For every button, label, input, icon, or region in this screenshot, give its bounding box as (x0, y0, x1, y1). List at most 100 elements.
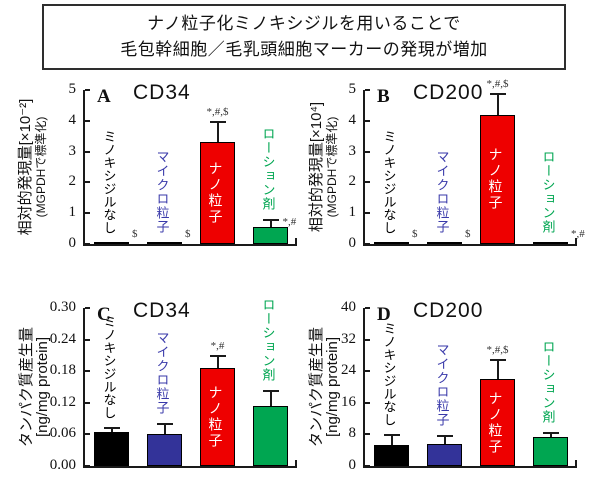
y-axis-tick (85, 401, 90, 404)
y-tick-label: 4 (68, 111, 77, 128)
y-tick-label: 0 (68, 235, 77, 251)
significance-mark-b-3: *,#,$ (486, 78, 509, 91)
bar-label-a-4: ローション剤 (260, 127, 276, 212)
significance-mark-a-1: $ (132, 228, 138, 240)
bar-label-d-4: ローション剤 (540, 340, 556, 425)
y-tick-label: 0.24 (49, 330, 76, 347)
y-tick-label: 40 (341, 299, 356, 315)
y-tick-label: 16 (341, 393, 356, 410)
y-tick-label: 0.06 (49, 425, 76, 442)
x-axis-end-tick (575, 238, 577, 244)
panel-a: 相対的発現量[×10⁻²] (MGPDHで標準化) 5 4 3 2 1 0 A CD34 ミノキシジ… (0, 70, 300, 280)
y-axis-tick (365, 89, 370, 91)
y-axis-tick (85, 150, 90, 153)
error-bar (269, 390, 272, 406)
x-axis-line (83, 244, 297, 246)
y-axis-tick (365, 119, 370, 122)
panel-letter-c: C (97, 304, 111, 325)
error-bar (496, 93, 499, 115)
error-bar-cap (436, 435, 453, 438)
bar-a-3 (200, 142, 235, 244)
y-axis-tick (85, 89, 90, 91)
significance-mark-a-3: *,#,$ (206, 105, 229, 118)
error-bar (549, 432, 552, 438)
bar-c-3 (200, 368, 235, 466)
bar-c-1 (94, 431, 129, 466)
bar-b-2 (427, 241, 462, 244)
significance-mark-b-2: $ (465, 228, 471, 240)
x-axis-line (83, 466, 297, 468)
bar-label-c-4: ローション剤 (260, 298, 276, 383)
error-bar-cap (542, 432, 559, 435)
y-tick-label: 3 (68, 142, 77, 159)
error-bar-cap (489, 93, 506, 96)
bar-c-2 (147, 433, 182, 466)
panel-title-a: CD34 (133, 81, 191, 104)
bar-a-2 (147, 241, 182, 244)
bar-label-a-1: ミノキシジルなし (101, 129, 117, 234)
y-axis-tick (85, 338, 90, 341)
y-tick-label: 1 (348, 204, 357, 221)
bar-b-1 (374, 241, 409, 244)
error-bar (269, 219, 272, 228)
error-bar-cap (383, 434, 400, 437)
plot-area-a: ミノキシジルなし $ マイクロ粒子 $ ナノ粒子 *,#,$ ローション剤 *,# (83, 89, 297, 246)
y-axis-sublabel-d: [ng/mg protein] (324, 336, 341, 438)
bar-label-b-1: ミノキシジルなし (381, 129, 397, 234)
error-bar-cap (262, 219, 279, 222)
significance-mark-b-4: *,# (571, 228, 585, 240)
y-axis-tick (365, 307, 370, 309)
y-tick-label: 0.12 (49, 393, 76, 410)
error-bar-cap (209, 354, 226, 357)
bar-label-c-3: ナノ粒子 (207, 385, 224, 450)
bar-label-c-1: ミノキシジルなし (101, 314, 117, 419)
y-axis-tick (365, 212, 370, 215)
error-bar-cap (156, 422, 173, 425)
bar-label-b-4: ローション剤 (540, 149, 556, 234)
bar-label-a-3: ナノ粒子 (207, 161, 224, 226)
y-axis-line (83, 90, 85, 246)
y-axis-tick (365, 465, 370, 467)
y-tick-label: 32 (341, 330, 356, 347)
plot-area-b: ミノキシジルなし $ マイクロ粒子 $ ナノ粒子 *,#,$ ローション剤 *,# (363, 78, 585, 246)
y-axis-tick (85, 465, 90, 467)
y-tick-label: 24 (341, 362, 356, 379)
figure-title-line1: ナノ粒子化ミノキシジルを用いることで (147, 14, 461, 33)
bar-label-a-2: マイクロ粒子 (154, 149, 170, 234)
error-bar (443, 435, 446, 444)
y-axis-sublabel-c: [ng/mg protein] (34, 336, 51, 438)
significance-mark-d-3: *,#,$ (486, 344, 509, 357)
significance-mark-b-1: $ (412, 228, 418, 240)
bar-d-4 (533, 437, 568, 466)
bar-label-c-2: マイクロ粒子 (154, 330, 170, 415)
x-axis-end-tick (575, 460, 577, 466)
bar-d-1 (374, 444, 409, 466)
error-bar-cap (209, 120, 226, 123)
plot-area-c: ミノキシジルなし マイクロ粒子 ナノ粒子 *,# ローション剤 (83, 298, 297, 468)
bar-a-1 (94, 241, 129, 244)
error-bar-cap (262, 390, 279, 393)
y-axis-tick (85, 370, 90, 373)
bar-label-d-2: マイクロ粒子 (434, 343, 450, 428)
y-axis-tick (85, 212, 90, 215)
significance-mark-a-4: *,# (282, 216, 297, 229)
y-tick-label: 0 (348, 457, 357, 473)
bar-d-2 (427, 443, 462, 466)
bar-label-b-2: マイクロ粒子 (434, 149, 450, 234)
error-bar (163, 422, 166, 434)
panel-letter-d: D (377, 304, 391, 325)
y-axis-line (363, 90, 365, 246)
panel-title-c: CD34 (133, 299, 191, 322)
bar-b-3 (480, 114, 515, 244)
panel-b: 相対的発現量[×10⁴] (MGPDHで標準化) 5 4 3 2 1 0 B CD200 ミノキシジ… (300, 70, 600, 280)
y-axis-tick (85, 243, 90, 245)
y-axis-tick (365, 433, 370, 436)
y-axis-tick (85, 181, 90, 184)
error-bar (216, 354, 219, 369)
bar-b-4 (533, 241, 568, 244)
x-axis-line (363, 466, 577, 468)
y-axis-tick (365, 150, 370, 153)
y-axis-label-c: タンパク質産生量 (18, 327, 35, 448)
y-axis-tick (85, 433, 90, 436)
x-axis-line (363, 244, 577, 246)
